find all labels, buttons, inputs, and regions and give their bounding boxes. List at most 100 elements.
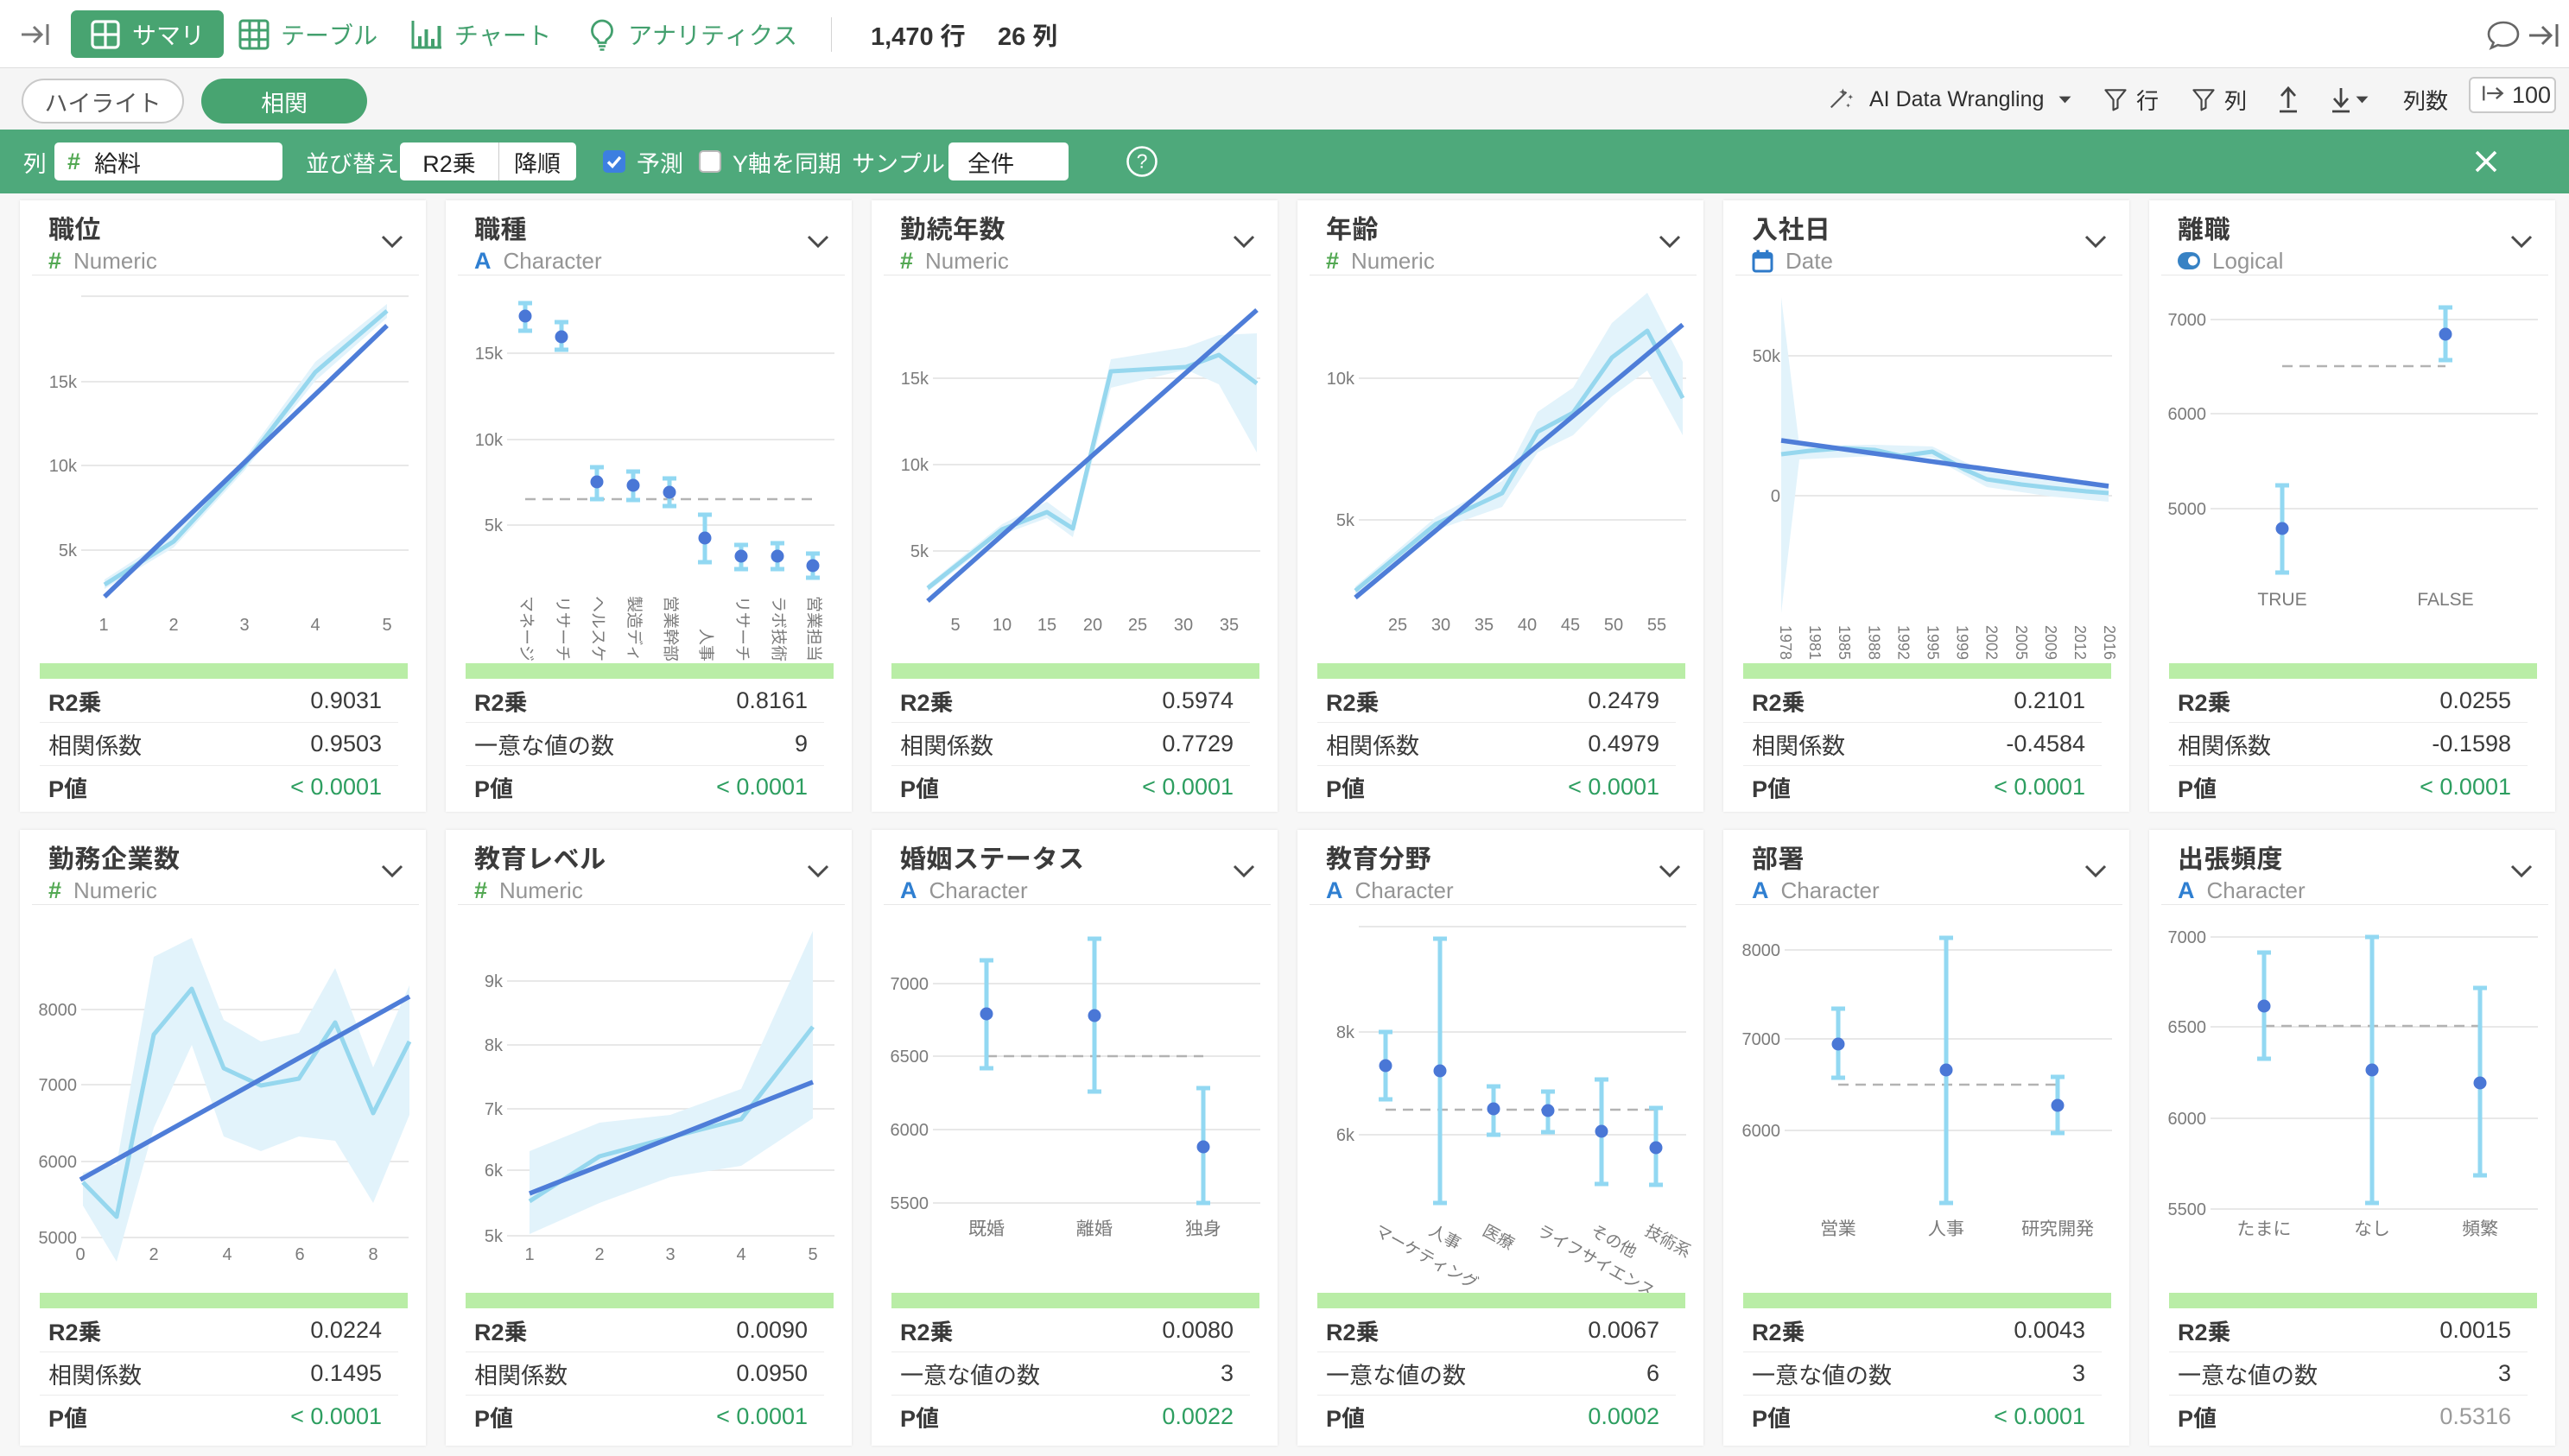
svg-text:人事: 人事 [1928, 1219, 1964, 1239]
svg-text:50: 50 [1604, 616, 1623, 635]
svg-text:5: 5 [950, 616, 960, 635]
svg-text:たまに: たまに [2237, 1219, 2292, 1239]
svg-text:マーケティング: マーケティング [1372, 1222, 1481, 1294]
svg-text:2016: 2016 [2101, 625, 2118, 660]
svg-text:10k: 10k [475, 431, 504, 450]
svg-text:5k: 5k [910, 542, 929, 561]
svg-text:2005: 2005 [2013, 625, 2030, 660]
svg-text:0: 0 [1771, 487, 1780, 506]
svg-text:7000: 7000 [2168, 311, 2207, 330]
svg-text:30: 30 [1431, 616, 1450, 635]
svg-text:1992: 1992 [1894, 625, 1912, 660]
svg-text:1985: 1985 [1836, 625, 1853, 660]
svg-text:2: 2 [168, 616, 178, 635]
svg-text:7000: 7000 [1742, 1030, 1781, 1049]
svg-text:人事: 人事 [696, 629, 714, 662]
svg-text:5: 5 [808, 1245, 817, 1264]
svg-text:15k: 15k [475, 345, 504, 364]
svg-text:医療: 医療 [1480, 1222, 1517, 1254]
svg-text:?: ? [1137, 150, 1148, 173]
svg-text:頻繁: 頻繁 [2462, 1219, 2498, 1239]
svg-text:5500: 5500 [2168, 1200, 2207, 1219]
svg-text:45: 45 [1561, 616, 1580, 635]
svg-text:研究開発: 研究開発 [2021, 1219, 2094, 1239]
svg-text:ヘルスケ: ヘルスケ [588, 596, 606, 662]
svg-text:営業担当: 営業担当 [804, 596, 823, 662]
svg-text:1988: 1988 [1865, 625, 1882, 660]
svg-text:2012: 2012 [2071, 625, 2089, 660]
svg-text:1981: 1981 [1806, 625, 1824, 660]
svg-text:5k: 5k [59, 541, 78, 560]
svg-text:8: 8 [368, 1245, 377, 1264]
svg-text:7000: 7000 [891, 975, 929, 994]
svg-text:6000: 6000 [39, 1153, 78, 1172]
svg-text:30: 30 [1174, 616, 1193, 635]
svg-text:10: 10 [993, 616, 1012, 635]
svg-text:2: 2 [594, 1245, 604, 1264]
svg-text:50k: 50k [1753, 347, 1781, 366]
svg-text:離婚: 離婚 [1076, 1219, 1113, 1239]
svg-text:2009: 2009 [2042, 625, 2059, 660]
svg-text:FALSE: FALSE [2417, 590, 2473, 610]
svg-text:8k: 8k [485, 1036, 504, 1055]
svg-text:ラボ技術: ラボ技術 [769, 596, 788, 662]
svg-text:6: 6 [295, 1245, 304, 1264]
svg-text:製造ディ: 製造ディ [625, 596, 644, 662]
svg-text:マネージ: マネージ [517, 596, 535, 662]
svg-text:3: 3 [239, 616, 249, 635]
svg-text:25: 25 [1128, 616, 1147, 635]
svg-text:5k: 5k [1336, 511, 1355, 530]
svg-text:15k: 15k [901, 370, 929, 389]
svg-text:6k: 6k [1336, 1126, 1355, 1145]
svg-text:8k: 8k [1336, 1023, 1355, 1042]
svg-text:25: 25 [1388, 616, 1407, 635]
svg-text:6500: 6500 [2168, 1018, 2207, 1037]
svg-text:7k: 7k [485, 1100, 504, 1119]
svg-text:人事: 人事 [1426, 1222, 1463, 1254]
svg-text:6000: 6000 [891, 1121, 929, 1140]
svg-text:5k: 5k [485, 516, 504, 535]
svg-text:5000: 5000 [39, 1229, 78, 1248]
svg-text:8000: 8000 [1742, 941, 1781, 960]
svg-text:10k: 10k [49, 457, 78, 476]
svg-text:6500: 6500 [891, 1048, 929, 1067]
svg-text:5k: 5k [485, 1227, 504, 1246]
svg-text:6k: 6k [485, 1162, 504, 1181]
svg-text:7000: 7000 [2168, 928, 2207, 947]
svg-text:2: 2 [149, 1245, 158, 1264]
svg-text:55: 55 [1647, 616, 1666, 635]
svg-text:営業幹部: 営業幹部 [661, 596, 680, 662]
svg-text:1999: 1999 [1954, 625, 1971, 660]
svg-text:35: 35 [1475, 616, 1494, 635]
svg-text:40: 40 [1518, 616, 1537, 635]
svg-text:3: 3 [665, 1245, 675, 1264]
svg-text:1978: 1978 [1777, 625, 1794, 660]
svg-text:6000: 6000 [2168, 1110, 2207, 1129]
svg-text:5: 5 [382, 616, 391, 635]
svg-text:営業: 営業 [1820, 1219, 1856, 1239]
svg-text:4: 4 [222, 1245, 232, 1264]
svg-text:6000: 6000 [1742, 1122, 1781, 1141]
svg-text:10k: 10k [1327, 370, 1355, 389]
svg-text:10k: 10k [901, 456, 929, 475]
svg-text:0: 0 [75, 1245, 85, 1264]
svg-text:9k: 9k [485, 972, 504, 991]
svg-text:15k: 15k [49, 373, 78, 392]
svg-text:1: 1 [98, 616, 108, 635]
svg-text:2002: 2002 [1983, 625, 2001, 660]
svg-text:なし: なし [2354, 1219, 2390, 1239]
svg-text:8000: 8000 [39, 1001, 78, 1020]
svg-text:1995: 1995 [1925, 625, 1942, 660]
svg-text:独身: 独身 [1185, 1219, 1221, 1239]
svg-text:リサーチ: リサーチ [553, 596, 571, 662]
svg-text:TRUE: TRUE [2257, 590, 2306, 610]
svg-text:既婚: 既婚 [968, 1219, 1005, 1239]
svg-text:リサーチ: リサーチ [733, 596, 751, 662]
svg-text:5000: 5000 [2168, 500, 2207, 519]
svg-text:15: 15 [1037, 616, 1056, 635]
svg-text:1: 1 [524, 1245, 534, 1264]
svg-text:6000: 6000 [2168, 405, 2207, 424]
svg-text:4: 4 [736, 1245, 745, 1264]
svg-text:技術系: 技術系 [1642, 1221, 1695, 1262]
svg-text:7000: 7000 [39, 1076, 78, 1095]
